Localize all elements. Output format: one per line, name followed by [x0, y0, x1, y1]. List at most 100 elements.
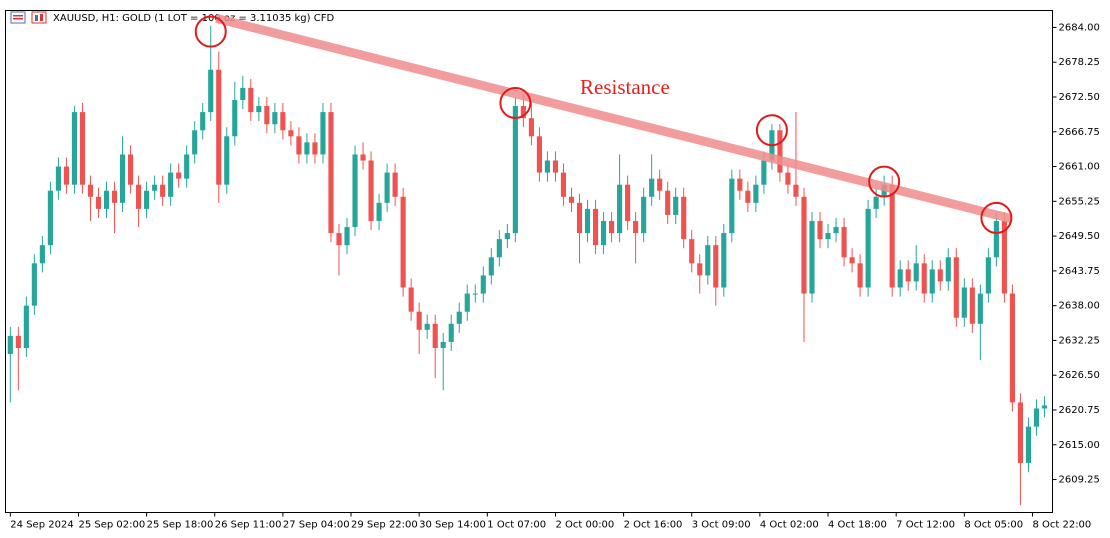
- candle-body: [127, 154, 134, 185]
- candle-body: [897, 269, 903, 288]
- x-tick-label: 2 Oct 00:00: [555, 520, 614, 531]
- candle-body: [576, 202, 583, 234]
- candle-body: [584, 208, 591, 234]
- chart-title: XAUUSD, H1: GOLD (1 LOT = 100 oz = 3.110…: [53, 13, 334, 24]
- x-tick-label: 29 Sep 22:00: [351, 520, 418, 531]
- candle-body: [633, 220, 639, 234]
- candle-body: [600, 220, 607, 246]
- candle-body: [47, 190, 53, 246]
- candle-body: [416, 311, 422, 330]
- candle-body: [31, 263, 37, 306]
- annotation: Resistance: [580, 75, 670, 99]
- icon: [13, 18, 23, 20]
- candle-body: [873, 196, 879, 209]
- candle-body: [320, 112, 326, 155]
- candle-body: [617, 184, 623, 234]
- candle-body: [825, 233, 831, 240]
- candle-body: [705, 245, 711, 276]
- candle-body: [977, 293, 983, 324]
- x-tick-label: 26 Sep 11:00: [215, 520, 282, 531]
- candle-body: [216, 69, 222, 185]
- candle-body: [272, 112, 278, 125]
- highlight-circle: [755, 114, 788, 147]
- candle-body: [496, 239, 502, 258]
- candle-body: [208, 69, 214, 113]
- candle-body: [993, 220, 999, 258]
- candle-body: [352, 154, 358, 228]
- candle-body: [256, 106, 262, 113]
- candle-body: [7, 335, 13, 355]
- plot-frame: [5, 10, 1053, 513]
- y-tick-label: 2626.50: [1059, 370, 1100, 381]
- candle-body: [480, 275, 486, 294]
- icon: [10, 11, 26, 24]
- icon: [35, 15, 38, 21]
- candle-body: [953, 257, 959, 318]
- candle-body: [392, 172, 398, 197]
- x-tick-label: 25 Sep 18:00: [147, 520, 214, 531]
- candle-body: [384, 172, 390, 203]
- candle-body: [408, 287, 414, 312]
- candle-body: [649, 178, 655, 197]
- candle-body: [833, 227, 839, 234]
- candle-body: [55, 166, 61, 191]
- candle-body: [665, 190, 671, 215]
- x-tick-label: 2 Oct 16:00: [624, 520, 683, 531]
- candle-body: [681, 196, 687, 240]
- x-tick-label: 30 Sep 14:00: [419, 520, 486, 531]
- candle-body: [761, 160, 767, 185]
- x-tick-label: 7 Oct 12:00: [896, 520, 955, 531]
- candle-body: [87, 184, 94, 197]
- icon: [31, 11, 47, 24]
- icon: [13, 15, 23, 17]
- x-tick-label: 25 Sep 02:00: [78, 520, 145, 531]
- candle-body: [240, 87, 246, 101]
- y-tick-label: 2609.25: [1059, 475, 1100, 486]
- candle-body: [961, 287, 967, 318]
- y-tick-label: 2632.25: [1059, 335, 1100, 346]
- candle-body: [472, 293, 478, 295]
- candle-body: [921, 263, 927, 294]
- candle-body: [23, 305, 29, 348]
- x-tick-label: 4 Oct 02:00: [760, 520, 819, 531]
- candle-body: [176, 172, 182, 179]
- y-tick-label: 2655.25: [1059, 196, 1100, 207]
- candle-body: [785, 172, 791, 185]
- candle-body: [63, 166, 69, 185]
- candle-body: [745, 190, 751, 203]
- candle-body: [264, 106, 270, 125]
- candle-body: [1017, 402, 1023, 463]
- candle-body: [777, 130, 783, 173]
- candle-body: [440, 341, 446, 348]
- candle-body: [488, 257, 494, 276]
- candle-body: [360, 154, 366, 161]
- candle-body: [657, 178, 663, 191]
- candle-body: [609, 220, 615, 234]
- candle-body: [809, 220, 815, 294]
- candle-body: [697, 263, 703, 276]
- x-tick-label: 1 Oct 07:00: [487, 520, 546, 531]
- candle-body: [400, 196, 406, 288]
- candle-body: [1009, 293, 1015, 403]
- candle-body: [592, 208, 599, 246]
- candle-body: [424, 323, 430, 330]
- y-tick-label: 2638.00: [1059, 301, 1100, 312]
- candle-body: [464, 293, 470, 312]
- candle-body: [625, 184, 631, 221]
- y-tick-label: 2661.00: [1059, 162, 1100, 173]
- candle-body: [1033, 408, 1040, 427]
- candle-body: [304, 142, 310, 155]
- y-tick-label: 2672.50: [1059, 92, 1100, 103]
- candle-body: [119, 154, 126, 203]
- candle-body: [520, 106, 526, 119]
- candle-body: [713, 245, 719, 288]
- candle-body: [729, 178, 735, 234]
- candle-body: [528, 118, 534, 137]
- y-tick-label: 2615.00: [1059, 440, 1100, 451]
- candle-body: [929, 269, 935, 294]
- candle-body: [937, 269, 943, 282]
- candle-body: [336, 233, 342, 246]
- candle-body: [344, 227, 350, 246]
- candle-body: [568, 196, 575, 203]
- candle-body: [1041, 405, 1048, 409]
